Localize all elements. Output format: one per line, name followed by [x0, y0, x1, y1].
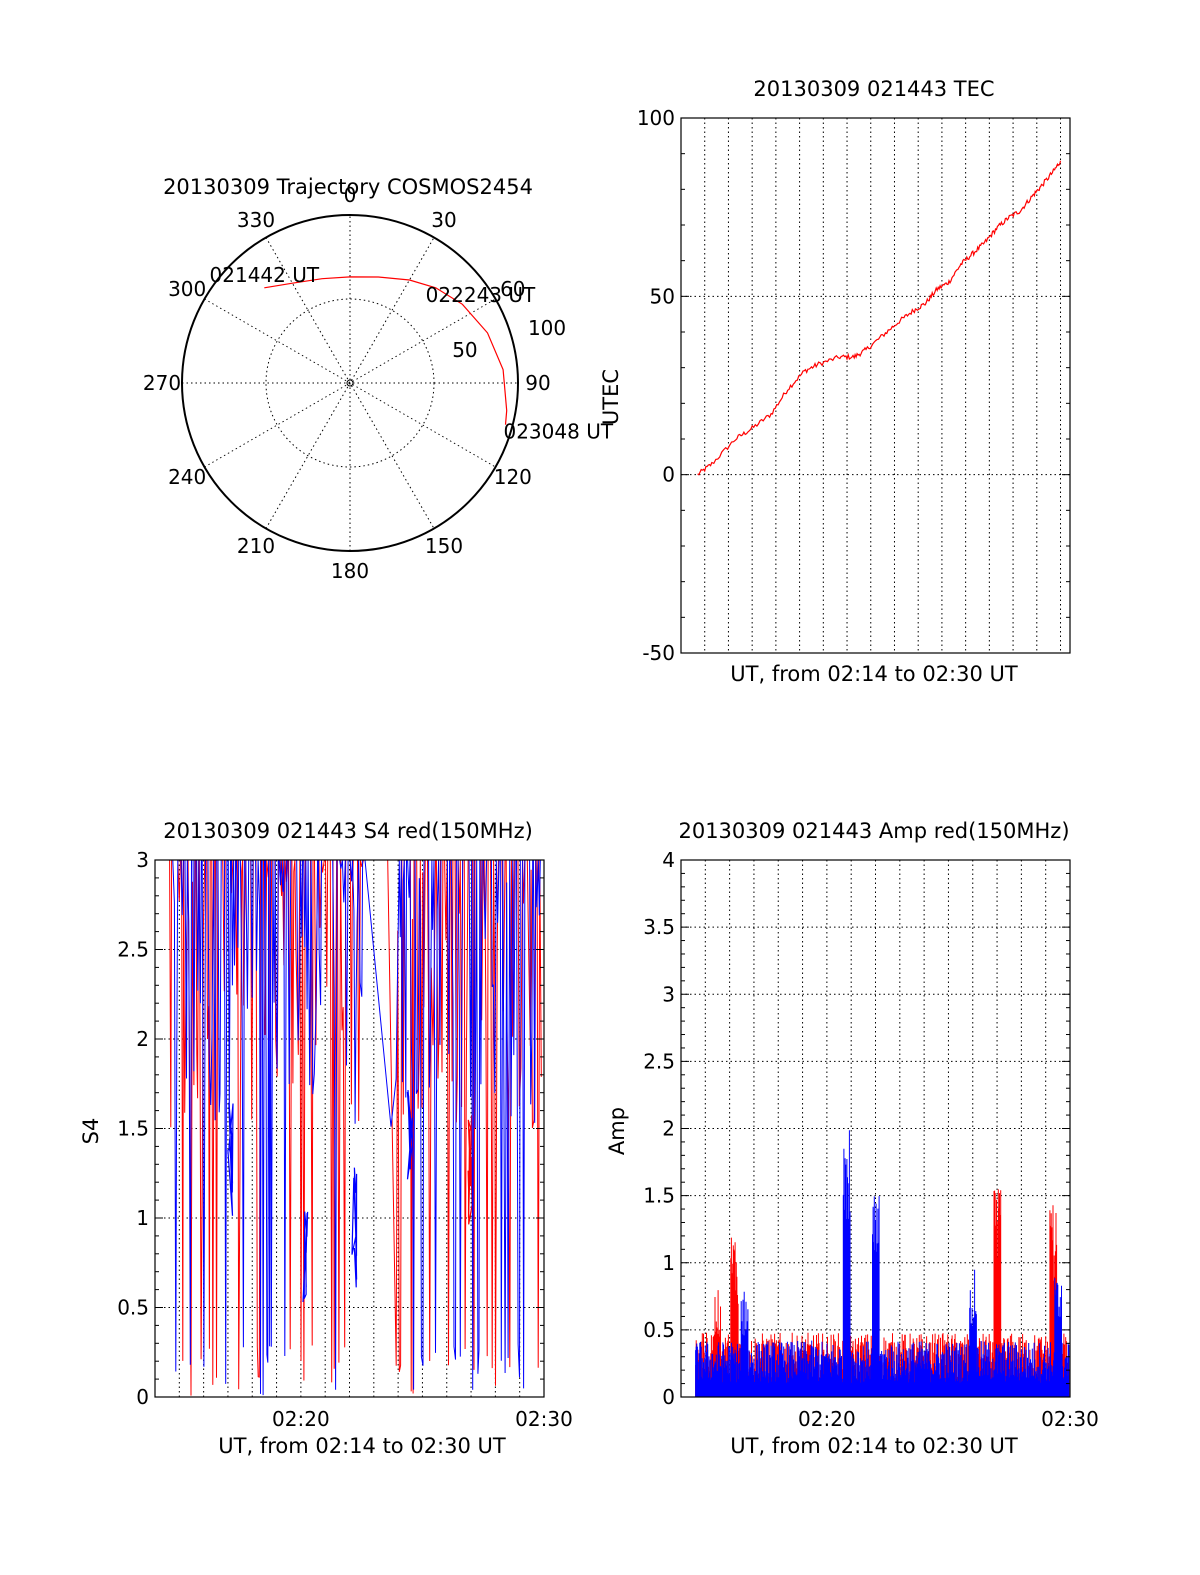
- y-tick-label: 0: [662, 463, 675, 487]
- polar-azimuth-label: 240: [168, 465, 206, 489]
- polar-azimuth-label: 270: [143, 371, 181, 395]
- polar-annotations: 021442 UT 022243 UT 023048 UT: [210, 263, 614, 444]
- polar-grid: [181, 214, 519, 552]
- polar-azimuth-label: 90: [525, 371, 550, 395]
- tec-frame: [680, 117, 1071, 654]
- polar-chart: 20130309 Trajectory COSMOS2454 0 30 60 90 12…: [143, 175, 614, 583]
- y-tick-label: 1: [136, 1206, 149, 1230]
- s4-xlabel: UT, from 02:14 to 02:30 UT: [218, 1434, 506, 1458]
- amp-series: [695, 1130, 1070, 1397]
- polar-annotation: 021442 UT: [210, 263, 320, 287]
- amp-blue-line: [695, 1130, 1070, 1397]
- tec-title: 20130309 021443 TEC: [753, 77, 994, 101]
- s4-blue-line-feature: [302, 1211, 309, 1303]
- amp-xlabel: UT, from 02:14 to 02:30 UT: [730, 1434, 1018, 1458]
- polar-azimuth-labels: 0 30 60 90 120 150 180 210 240 270 300 330: [143, 183, 551, 583]
- x-tick-label: 02:30: [1041, 1407, 1099, 1431]
- polar-spoke: [265, 237, 435, 529]
- y-tick-label: 3: [662, 982, 675, 1006]
- s4-chart: 20130309 021443 S4 red(150MHz) 0 0.5 1 1.5 2…: [79, 819, 573, 1458]
- polar-azimuth-label: 30: [431, 208, 456, 232]
- s4-series: [169, 859, 542, 1396]
- polar-azimuth-label: 210: [237, 534, 275, 558]
- y-tick-label: 0: [662, 1385, 675, 1409]
- s4-blue-line-feature: [227, 1102, 234, 1216]
- x-tick-label: 02:20: [272, 1407, 330, 1431]
- tec-xlabel: UT, from 02:14 to 02:30 UT: [730, 662, 1018, 686]
- polar-title: 20130309 Trajectory COSMOS2454: [163, 175, 533, 199]
- tec-line: [697, 160, 1062, 476]
- s4-x-ticks: 02:20 02:30: [272, 1407, 573, 1431]
- polar-azimuth-label: 300: [168, 277, 206, 301]
- polar-trajectory-line: [264, 276, 508, 425]
- y-tick-label: -50: [642, 641, 675, 665]
- y-tick-label: 1.5: [117, 1117, 149, 1141]
- polar-azimuth-label: 60: [500, 277, 525, 301]
- polar-azimuth-label: 120: [494, 465, 532, 489]
- tec-series: [697, 160, 1062, 476]
- x-tick-label: 02:20: [798, 1407, 856, 1431]
- x-tick-label: 02:30: [515, 1407, 573, 1431]
- polar-ring-label: 100: [528, 316, 566, 340]
- y-tick-label: 1: [662, 1251, 675, 1275]
- y-tick-label: 1.5: [643, 1184, 675, 1208]
- polar-azimuth-label: 150: [425, 534, 463, 558]
- polar-azimuth-label: 180: [331, 559, 369, 583]
- y-tick-label: 0.5: [643, 1318, 675, 1342]
- s4-red-line-feature: [467, 1115, 474, 1225]
- y-tick-label: 50: [650, 284, 675, 308]
- tec-grid: [681, 118, 1070, 653]
- amp-y-ticks: 0 0.5 1 1.5 2 2.5 3 3.5 4: [643, 848, 1070, 1409]
- polar-ring-labels: 50 100: [452, 316, 566, 362]
- polar-center-mark: [346, 379, 354, 387]
- s4-y-ticks: 0 0.5 1 1.5 2 2.5 3: [117, 848, 544, 1409]
- y-tick-label: 2.5: [643, 1049, 675, 1073]
- tec-ylabel: UTEC: [599, 369, 623, 425]
- y-tick-label: 3.5: [643, 915, 675, 939]
- amp-ylabel: Amp: [605, 1107, 629, 1155]
- y-tick-label: 2.5: [117, 938, 149, 962]
- amp-title: 20130309 021443 Amp red(150MHz): [678, 819, 1069, 843]
- s4-ylabel: S4: [79, 1118, 103, 1145]
- y-tick-label: 0: [136, 1385, 149, 1409]
- polar-azimuth-label: 0: [344, 183, 357, 207]
- tec-y-ticks: -50 0 50 100: [637, 106, 1070, 665]
- y-tick-label: 3: [136, 848, 149, 872]
- s4-blue-line-feature: [351, 1167, 358, 1288]
- amp-chart: 20130309 021443 Amp red(150MHz) 0 0.5 1 1.5…: [605, 819, 1099, 1458]
- amp-x-ticks: 02:20 02:30: [798, 1407, 1099, 1431]
- polar-annotation: 023048 UT: [503, 420, 613, 444]
- y-tick-label: 2: [662, 1117, 675, 1141]
- y-tick-label: 0.5: [117, 1296, 149, 1320]
- tec-chart: 20130309 021443 TEC -50 0 50 100 UT, from 0…: [599, 77, 1071, 686]
- y-tick-label: 2: [136, 1027, 149, 1051]
- polar-annotation: 022243 UT: [426, 283, 536, 307]
- s4-title: 20130309 021443 S4 red(150MHz): [163, 819, 533, 843]
- polar-azimuth-label: 330: [237, 208, 275, 232]
- polar-trajectory: [264, 276, 508, 425]
- s4-blue-line-feature: [406, 1090, 414, 1180]
- y-tick-label: 100: [637, 106, 675, 130]
- y-tick-label: 4: [662, 848, 675, 872]
- polar-ring-label: 50: [452, 338, 477, 362]
